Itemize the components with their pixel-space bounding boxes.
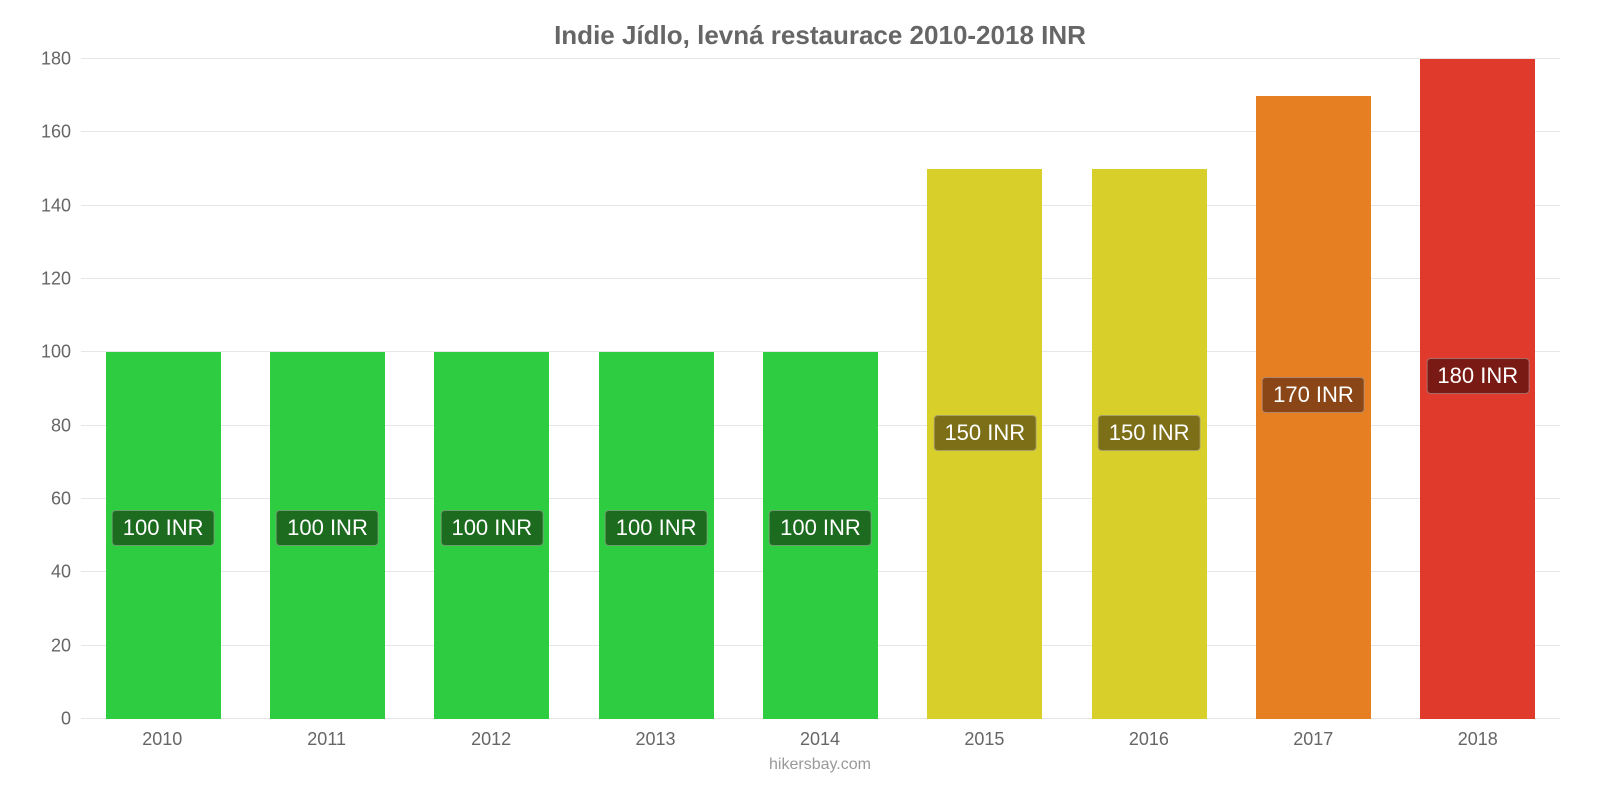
- bar: 150 INR: [1092, 169, 1207, 719]
- chart-title: Indie Jídlo, levná restaurace 2010-2018 …: [80, 20, 1560, 51]
- y-tick-label: 140: [41, 195, 81, 216]
- bar-slot: 100 INR: [81, 59, 245, 719]
- y-tick-label: 60: [51, 489, 81, 510]
- x-tick-label: 2017: [1231, 729, 1395, 750]
- chart-footer: hikersbay.com: [80, 756, 1560, 774]
- bar: 100 INR: [599, 352, 714, 719]
- bar: 170 INR: [1256, 96, 1371, 719]
- bar-slot: 150 INR: [903, 59, 1067, 719]
- value-badge: 100 INR: [769, 510, 872, 546]
- bar: 100 INR: [434, 352, 549, 719]
- value-badge: 100 INR: [605, 510, 708, 546]
- y-tick-label: 180: [41, 49, 81, 70]
- bar-slot: 150 INR: [1067, 59, 1231, 719]
- y-tick-label: 20: [51, 635, 81, 656]
- value-badge: 150 INR: [933, 415, 1036, 451]
- x-axis: 201020112012201320142015201620172018: [80, 719, 1560, 750]
- bar: 100 INR: [270, 352, 385, 719]
- bar: 150 INR: [927, 169, 1042, 719]
- y-tick-label: 120: [41, 269, 81, 290]
- x-tick-label: 2012: [409, 729, 573, 750]
- y-tick-label: 80: [51, 415, 81, 436]
- bar: 100 INR: [763, 352, 878, 719]
- bar-slot: 180 INR: [1396, 59, 1560, 719]
- y-tick-label: 100: [41, 342, 81, 363]
- x-tick-label: 2014: [738, 729, 902, 750]
- value-badge: 100 INR: [440, 510, 543, 546]
- y-tick-label: 0: [61, 709, 81, 730]
- chart-container: Indie Jídlo, levná restaurace 2010-2018 …: [0, 0, 1600, 800]
- bars-group: 100 INR 100 INR 100 INR 100 INR 100 INR 150 I…: [81, 59, 1560, 719]
- value-badge: 170 INR: [1262, 377, 1365, 413]
- bar-slot: 100 INR: [245, 59, 409, 719]
- bar-slot: 100 INR: [738, 59, 902, 719]
- bar-slot: 170 INR: [1231, 59, 1395, 719]
- x-tick-label: 2015: [902, 729, 1066, 750]
- y-tick-label: 40: [51, 562, 81, 583]
- x-tick-label: 2016: [1067, 729, 1231, 750]
- value-badge: 150 INR: [1098, 415, 1201, 451]
- bar: 100 INR: [106, 352, 221, 719]
- bar-slot: 100 INR: [574, 59, 738, 719]
- value-badge: 100 INR: [276, 510, 379, 546]
- x-tick-label: 2011: [244, 729, 408, 750]
- y-tick-label: 160: [41, 122, 81, 143]
- x-tick-label: 2010: [80, 729, 244, 750]
- value-badge: 100 INR: [112, 510, 215, 546]
- x-tick-label: 2013: [573, 729, 737, 750]
- bar: 180 INR: [1420, 59, 1535, 719]
- bar-slot: 100 INR: [410, 59, 574, 719]
- x-tick-label: 2018: [1396, 729, 1560, 750]
- value-badge: 180 INR: [1426, 358, 1529, 394]
- plot-area: 020406080100120140160180100 INR100 INR10…: [80, 59, 1560, 719]
